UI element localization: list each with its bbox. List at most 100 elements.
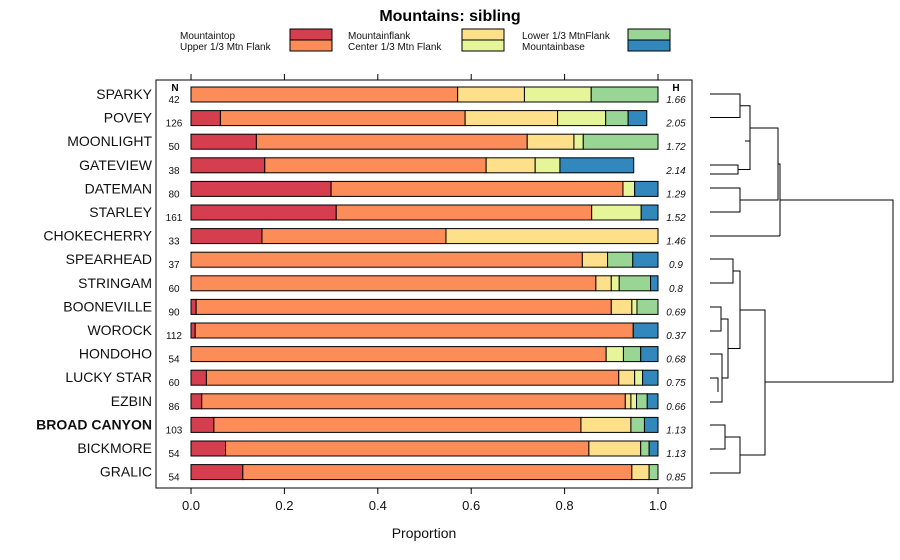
row-n: 86	[168, 402, 180, 413]
bar-segment	[632, 322, 659, 339]
row-label: BOONEVILLE	[63, 298, 152, 314]
bar-row: WOROCK 112 0.37	[87, 322, 686, 342]
bar-segment	[485, 157, 536, 174]
bar-segment	[255, 133, 528, 150]
row-h: 1.13	[666, 425, 686, 436]
bar-row: SPEARHEAD 37 0.9	[66, 251, 684, 271]
bar-segment	[557, 110, 607, 127]
bar-segment	[605, 346, 624, 363]
row-h: 1.66	[666, 95, 686, 106]
bar-segment	[607, 251, 634, 268]
bar-segment	[582, 133, 659, 150]
bar-row: BOONEVILLE 90 0.69	[63, 298, 686, 318]
bar-segment	[588, 440, 642, 457]
bar-segment	[605, 110, 629, 127]
row-n: 60	[168, 284, 180, 295]
bar-row: HONDOHO 54 0.68	[79, 346, 686, 366]
row-h: 0.75	[666, 378, 686, 389]
bar-segment	[590, 86, 659, 103]
bar-segment	[190, 393, 203, 410]
bar-segment	[622, 346, 642, 363]
bar-row: STARLEY 161 1.52	[89, 204, 686, 224]
bar-segment	[634, 180, 659, 197]
dendrogram	[710, 93, 894, 474]
row-n: 54	[168, 355, 180, 366]
bar-segment	[457, 86, 525, 103]
bar-segment	[190, 251, 583, 268]
row-h: 2.14	[665, 166, 686, 177]
bar-segment	[642, 369, 659, 386]
bar-segment	[622, 180, 636, 197]
bar-segment	[194, 322, 634, 339]
bar-segment	[190, 275, 597, 292]
row-n: 80	[168, 189, 180, 200]
bar-row: BROAD CANYON 103 1.13	[36, 416, 686, 436]
bar-segment	[648, 440, 659, 457]
bar-segment	[610, 298, 633, 315]
row-n: 38	[168, 166, 180, 177]
row-label: STRINGAM	[78, 275, 152, 291]
row-h: 1.52	[666, 213, 686, 224]
legend-label: Lower 1/3 MtnFlank	[522, 31, 611, 42]
bar-segment	[591, 204, 642, 221]
bar-segment	[631, 298, 638, 315]
bar-segment	[595, 275, 612, 292]
bar-row: EZBIN 86 0.66	[111, 393, 686, 413]
bar-segment	[580, 416, 632, 433]
bar-segment	[264, 157, 487, 174]
bar-segment	[445, 228, 659, 245]
bar-segment	[190, 298, 197, 315]
legend-swatch	[289, 39, 333, 52]
row-n: 42	[168, 95, 180, 106]
bar-segment	[190, 133, 257, 150]
bar-segment	[523, 86, 592, 103]
row-n: 33	[168, 237, 180, 248]
bar-segment	[261, 228, 447, 245]
bar-row: DATEMAN 80 1.29	[85, 180, 687, 200]
n-header: N	[171, 83, 178, 94]
row-h: 1.29	[666, 189, 686, 200]
bar-segment	[335, 204, 593, 221]
bar-rows: SPARKY 42 1.66 POVEY 126 2.05 MOONLIGHT 50 1.72 G…	[36, 86, 686, 484]
legend-swatch	[627, 28, 671, 41]
row-label: SPEARHEAD	[66, 251, 152, 267]
bar-segment	[219, 110, 466, 127]
x-tick-label: 0.8	[556, 498, 574, 513]
bar-row: GRALIC 54 0.85	[100, 464, 686, 484]
row-label: MOONLIGHT	[67, 133, 152, 149]
plot-frame	[155, 79, 693, 489]
bar-segment	[646, 393, 659, 410]
row-h: 0.85	[666, 473, 686, 484]
bar-segment	[636, 298, 659, 315]
chart-title: Mountains: sibling	[379, 8, 520, 25]
row-n: 37	[168, 260, 180, 271]
bar-row: LUCKY STAR 60 0.75	[65, 369, 686, 389]
row-label: BICKMORE	[77, 440, 152, 456]
bar-segment	[640, 440, 650, 457]
row-h: 0.68	[666, 355, 686, 366]
bar-segment	[190, 416, 215, 433]
row-label: GRALIC	[100, 464, 152, 480]
legend-label: Mountainflank	[348, 31, 411, 42]
bar-segment	[190, 180, 332, 197]
bar-segment	[648, 464, 659, 481]
bar-segment	[526, 133, 575, 150]
row-label: SPARKY	[96, 86, 152, 102]
row-n: 54	[168, 473, 180, 484]
row-n: 112	[166, 331, 182, 342]
x-tick-label: 0.4	[369, 498, 387, 513]
bar-segment	[190, 369, 207, 386]
row-h: 0.69	[666, 307, 686, 318]
bar-segment	[225, 440, 590, 457]
bar-segment	[643, 416, 659, 433]
bar-segment	[640, 346, 659, 363]
bar-segment	[640, 204, 659, 221]
legend-swatch	[627, 39, 671, 52]
bar-row: SPARKY 42 1.66	[96, 86, 686, 106]
bar-segment	[624, 393, 632, 410]
bar-row: STRINGAM 60 0.8	[78, 275, 683, 295]
bar-segment	[190, 86, 459, 103]
bar-segment	[631, 464, 650, 481]
bar-row: CHOKECHERRY 33 1.46	[43, 228, 686, 248]
